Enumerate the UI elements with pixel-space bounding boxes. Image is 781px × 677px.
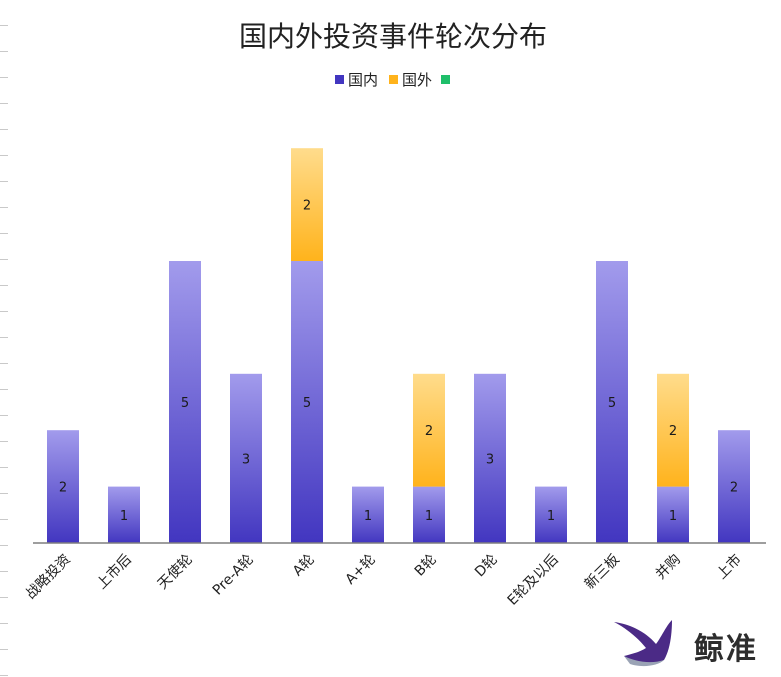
left-edge-ticks [0,0,8,677]
bar-1-3 [169,261,201,543]
data-label-2-7: 2 [425,424,433,439]
x-tick-label-8: D轮 [472,552,501,581]
chart-title: 国内外投资事件轮次分布 [239,20,547,53]
x-tick-label-3: 天使轮 [154,551,196,593]
legend-label-1: 国内 [348,71,378,89]
data-label-1-10: 5 [608,396,616,411]
bar-1-11 [657,486,689,543]
x-tick-label-4: Pre-A轮 [210,552,257,599]
bar-2-11 [657,373,689,487]
x-tick-label-6: A+轮 [343,552,379,588]
x-tick-label-1: 战略投资 [23,552,74,603]
bar-2-5 [291,148,323,261]
bar-1-1 [47,430,79,543]
legend-swatch-3 [441,75,450,84]
bar-1-12 [718,430,750,543]
brand-logo-text: 鲸准 [694,632,758,667]
data-label-1-6: 1 [364,509,372,524]
bars-layer: 2 1 5 3 5 2 1 1 2 3 1 5 1 2 2 [47,148,750,543]
legend-swatch-1 [335,75,344,84]
whale-icon [614,620,672,667]
bar-1-5 [291,261,323,543]
brand-logo: 鲸准 [612,612,772,668]
bar-1-6 [352,486,384,543]
x-tick-label-11: 并购 [653,552,684,583]
bar-1-9 [535,486,567,543]
data-label-1-9: 1 [547,509,555,524]
legend-swatch-2 [389,75,398,84]
data-label-1-4: 3 [242,452,250,467]
data-label-1-7: 1 [425,509,433,524]
bar-1-10 [596,261,628,543]
x-tick-label-5: A轮 [290,552,318,580]
data-label-1-1: 2 [59,481,67,496]
x-tick-label-10: 新三板 [582,552,623,593]
legend-label-2: 国外 [402,71,432,89]
bar-1-4 [230,373,262,543]
bar-1-8 [474,373,506,543]
x-tick-label-12: 上市 [713,551,745,583]
bar-2-7 [413,373,445,487]
data-label-2-5: 2 [303,199,311,214]
x-axis-labels: 战略投资 上市后 天使轮 Pre-A轮 A轮 A+轮 B轮 D轮 E轮及以后 新三板 并购 上市 [23,551,745,609]
bar-1-2 [108,486,140,543]
data-label-2-11: 2 [669,424,677,439]
x-tick-label-2: 上市后 [93,551,135,593]
data-label-1-11: 1 [669,509,677,524]
bar-1-7 [413,486,445,543]
legend: 国内 国外 [335,71,450,89]
data-label-1-5: 5 [303,396,311,411]
data-label-1-8: 3 [486,452,494,467]
data-label-1-3: 5 [181,396,189,411]
data-label-1-12: 2 [730,481,738,496]
x-tick-label-7: B轮 [412,552,440,580]
x-tick-label-9: E轮及以后 [505,552,562,609]
data-label-1-2: 1 [120,509,128,524]
